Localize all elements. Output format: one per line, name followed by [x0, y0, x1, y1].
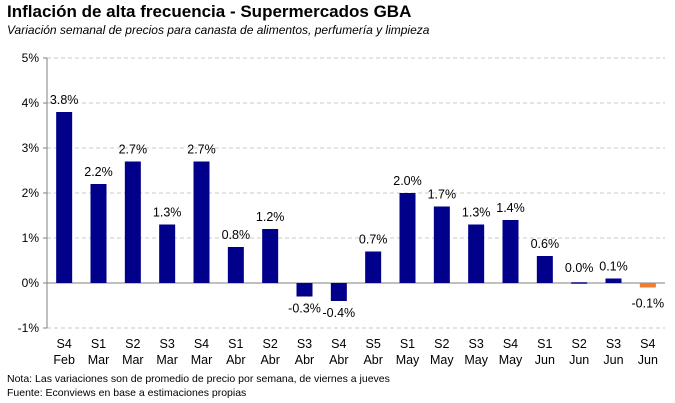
bar [365, 251, 382, 283]
x-tick-label: S4 [331, 337, 346, 351]
x-tick-label: S2 [263, 337, 278, 351]
bar [502, 220, 519, 283]
bar [468, 224, 485, 283]
x-tick-label: Mar [122, 353, 144, 367]
x-tick-label: S4 [640, 337, 655, 351]
footnote: Nota: Las variaciones son de promedio de… [7, 373, 390, 385]
y-tick-label: -1% [18, 321, 40, 335]
x-tick-label: S4 [503, 337, 518, 351]
x-tick-label: Feb [53, 353, 75, 367]
x-tick-label: S2 [125, 337, 140, 351]
x-tick-label: Abr [329, 353, 348, 367]
x-tick-label: Abr [295, 353, 314, 367]
x-tick-label: S3 [469, 337, 484, 351]
y-tick-label: 3% [22, 141, 40, 155]
data-label: -0.1% [632, 297, 665, 311]
x-tick-label: May [464, 353, 488, 367]
x-tick-label: S1 [537, 337, 552, 351]
x-tick-label: Abr [260, 353, 279, 367]
bar [571, 282, 588, 284]
x-tick-label: S1 [228, 337, 243, 351]
x-tick-label: S3 [606, 337, 621, 351]
data-label: 2.0% [393, 174, 422, 188]
data-label: 0.1% [599, 260, 628, 274]
y-tick-label: 0% [22, 276, 40, 290]
bar [227, 247, 244, 283]
x-tick-label: Jun [569, 353, 589, 367]
bar [605, 278, 622, 283]
x-tick-label: Jun [638, 353, 658, 367]
x-tick-label: Jun [603, 353, 623, 367]
data-label: 2.2% [84, 165, 113, 179]
x-tick-label: S4 [194, 337, 209, 351]
bar [56, 112, 73, 283]
y-tick-label: 4% [22, 96, 40, 110]
x-tick-label: Mar [156, 353, 178, 367]
data-label: 0.6% [531, 237, 560, 251]
data-label: 1.3% [462, 206, 491, 220]
bar [296, 283, 313, 297]
x-tick-label: May [430, 353, 454, 367]
data-label: -0.3% [288, 302, 321, 316]
chart-subtitle: Variación semanal de precios para canast… [7, 23, 430, 37]
y-tick-label: 2% [22, 186, 40, 200]
x-tick-label: Abr [363, 353, 382, 367]
x-tick-label: S1 [400, 337, 415, 351]
data-label: 1.3% [153, 206, 182, 220]
bar [193, 161, 210, 283]
bar [262, 229, 279, 283]
bar [159, 224, 176, 283]
x-tick-label: S4 [57, 337, 72, 351]
data-label: 2.7% [119, 143, 148, 157]
x-tick-label: S5 [366, 337, 381, 351]
x-tick-label: Abr [226, 353, 245, 367]
x-tick-label: S3 [297, 337, 312, 351]
bar [639, 283, 656, 288]
bar [330, 283, 347, 301]
y-tick-label: 1% [22, 231, 40, 245]
x-tick-label: Mar [191, 353, 213, 367]
data-label: 0.0% [565, 261, 594, 275]
data-label: 1.7% [428, 188, 457, 202]
data-label: 1.2% [256, 210, 285, 224]
data-label: 0.8% [222, 228, 251, 242]
bar [433, 206, 450, 283]
data-label: 0.7% [359, 233, 388, 247]
source-note: Fuente: Econviews en base a estimaciones… [7, 387, 247, 399]
data-label: 2.7% [187, 143, 216, 157]
bar [90, 184, 107, 283]
data-label: -0.4% [323, 306, 356, 320]
x-tick-label: May [499, 353, 523, 367]
data-label: 3.8% [50, 93, 79, 107]
x-tick-label: S3 [160, 337, 175, 351]
x-tick-label: S1 [91, 337, 106, 351]
x-tick-label: May [396, 353, 420, 367]
y-tick-label: 5% [22, 51, 40, 65]
x-tick-label: S2 [572, 337, 587, 351]
bar [536, 256, 553, 283]
x-tick-label: S2 [434, 337, 449, 351]
chart-title: Inflación de alta frecuencia - Supermerc… [7, 2, 412, 21]
bar [124, 161, 141, 283]
x-tick-label: Jun [535, 353, 555, 367]
data-label: 1.4% [496, 201, 525, 215]
bar [399, 193, 416, 283]
x-tick-label: Mar [88, 353, 110, 367]
